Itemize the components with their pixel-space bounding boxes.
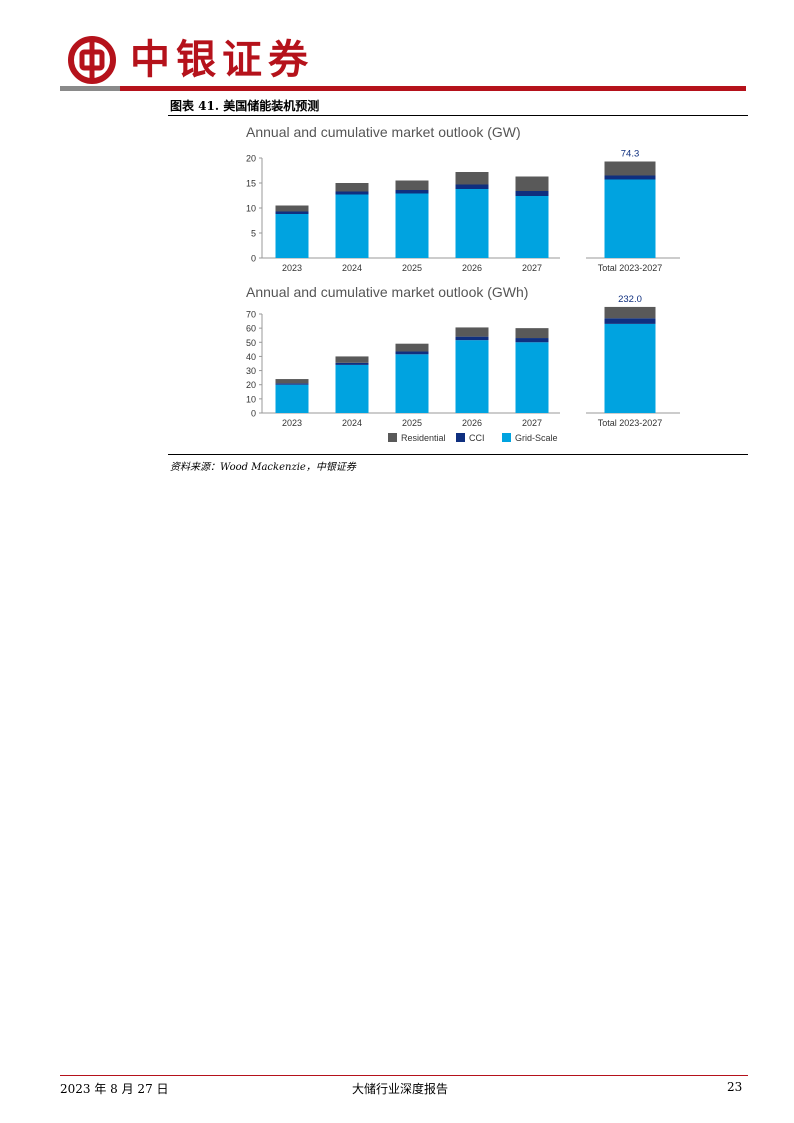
total-value-label: 74.3 bbox=[621, 149, 640, 160]
y-tick-label: 30 bbox=[246, 366, 256, 376]
chart-legend: Residential CCI Grid-Scale bbox=[388, 433, 558, 443]
y-tick-label: 15 bbox=[246, 179, 256, 189]
x-tick-label: 2023 bbox=[282, 263, 302, 273]
bar-segment-grid-scale bbox=[335, 364, 369, 413]
legend-label: Grid-Scale bbox=[515, 433, 558, 443]
bar-segment-grid-scale bbox=[275, 384, 309, 413]
header-rule-gray bbox=[60, 86, 120, 91]
bar-segment-cci bbox=[515, 191, 549, 196]
bar-segment-cci bbox=[455, 184, 489, 189]
x-tick-label: 2024 bbox=[342, 418, 362, 428]
bar-segment-grid-scale bbox=[335, 194, 369, 258]
chart-gwh-title: Annual and cumulative market outlook (GW… bbox=[246, 284, 528, 300]
figure-source: 资料来源：Wood Mackenzie，中银证券 bbox=[170, 462, 356, 473]
x-tick-label: Total 2023-2027 bbox=[598, 418, 663, 428]
bar-segment-cci bbox=[335, 191, 369, 195]
page-number: 23 bbox=[727, 1080, 743, 1094]
y-tick-label: 10 bbox=[246, 394, 256, 404]
x-tick-label: 2025 bbox=[402, 418, 422, 428]
figure-caption: 图表 41. 美国储能装机预测 bbox=[170, 99, 320, 113]
report-header: 中银证券 bbox=[60, 30, 750, 92]
bar-segment-cci bbox=[515, 338, 549, 343]
bar-segment-residential bbox=[455, 172, 489, 185]
bar-segment-cci bbox=[455, 336, 489, 341]
bar-segment-grid-scale bbox=[604, 179, 656, 258]
x-tick-label: 2026 bbox=[462, 263, 482, 273]
bar-segment-residential bbox=[395, 343, 429, 352]
x-tick-label: 2027 bbox=[522, 418, 542, 428]
bar-segment-grid-scale bbox=[515, 196, 549, 258]
bar-segment-grid-scale bbox=[395, 354, 429, 413]
bar-segment-residential bbox=[275, 205, 309, 212]
legend-label: CCI bbox=[469, 433, 485, 443]
legend-label: Residential bbox=[401, 433, 446, 443]
x-tick-label: Total 2023-2027 bbox=[598, 263, 663, 273]
x-tick-label: 2026 bbox=[462, 418, 482, 428]
x-tick-label: 2027 bbox=[522, 263, 542, 273]
bar-segment-grid-scale bbox=[395, 193, 429, 258]
x-tick-label: 2023 bbox=[282, 418, 302, 428]
y-tick-label: 10 bbox=[246, 204, 256, 214]
x-tick-label: 2024 bbox=[342, 263, 362, 273]
chart-gwh: 0 10 20 30 40 50 60 70 2023 2024 2025 2026 2027 Total… bbox=[246, 294, 680, 428]
bar-segment-residential bbox=[604, 306, 656, 319]
bar-segment-grid-scale bbox=[275, 214, 309, 258]
bank-of-china-logo bbox=[68, 36, 116, 84]
bar-segment-residential bbox=[515, 176, 549, 191]
bar-segment-cci bbox=[604, 175, 656, 180]
total-value-label: 232.0 bbox=[618, 294, 642, 305]
y-tick-label: 40 bbox=[246, 352, 256, 362]
bar-segment-cci bbox=[395, 351, 429, 355]
chart-gw-title: Annual and cumulative market outlook (GW… bbox=[246, 124, 521, 140]
footer-date: 2023 年 8 月 27 日 bbox=[60, 1082, 169, 1096]
bar-segment-residential bbox=[604, 161, 656, 176]
bar-segment-residential bbox=[395, 180, 429, 190]
y-tick-label: 60 bbox=[246, 324, 256, 334]
figure-bottom-rule bbox=[168, 454, 748, 455]
x-tick-label: 2025 bbox=[402, 263, 422, 273]
header-rule-red bbox=[120, 86, 746, 91]
bar-segment-cci bbox=[395, 190, 429, 194]
legend-swatch bbox=[456, 433, 465, 442]
bar-segment-grid-scale bbox=[455, 189, 489, 258]
y-tick-label: 0 bbox=[251, 254, 256, 264]
bar-segment-residential bbox=[515, 328, 549, 339]
y-tick-label: 20 bbox=[246, 380, 256, 390]
charts-container: Annual and cumulative market outlook (GW… bbox=[246, 124, 680, 443]
bar-segment-grid-scale bbox=[455, 340, 489, 413]
figure-top-rule bbox=[168, 115, 748, 116]
bar-segment-residential bbox=[275, 379, 309, 384]
legend-swatch bbox=[388, 433, 397, 442]
bar-segment-cci bbox=[604, 318, 656, 324]
y-tick-label: 20 bbox=[246, 154, 256, 164]
bar-segment-grid-scale bbox=[604, 323, 656, 413]
bar-segment-cci bbox=[275, 211, 309, 214]
bar-segment-residential bbox=[335, 183, 369, 192]
bar-segment-residential bbox=[335, 356, 369, 363]
y-tick-label: 5 bbox=[251, 229, 256, 239]
y-tick-label: 70 bbox=[246, 310, 256, 320]
footer-title: 大储行业深度报告 bbox=[352, 1082, 449, 1096]
footer-rule bbox=[60, 1075, 748, 1076]
brand-name: 中银证券 bbox=[130, 36, 314, 83]
bar-segment-cci bbox=[335, 362, 369, 365]
bar-segment-grid-scale bbox=[515, 342, 549, 413]
bar-segment-residential bbox=[455, 327, 489, 337]
chart-gw: 0 5 10 15 20 2023 2024 2025 2026 2027 Total 2023-2… bbox=[246, 149, 680, 273]
legend-swatch bbox=[502, 433, 511, 442]
y-tick-label: 50 bbox=[246, 338, 256, 348]
bar-segment-cci bbox=[275, 383, 309, 385]
y-tick-label: 0 bbox=[251, 409, 256, 419]
